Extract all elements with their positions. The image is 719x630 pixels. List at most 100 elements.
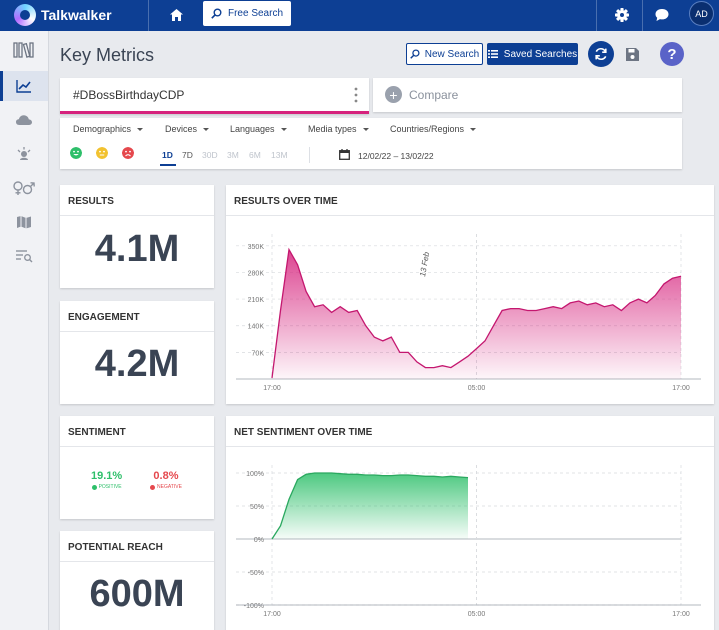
caret-down-icon [280, 127, 287, 131]
sentiment-title: SENTIMENT [68, 427, 126, 438]
series-area [272, 249, 681, 379]
active-range-indicator [160, 164, 176, 166]
gear-icon [615, 8, 629, 22]
positive-percentage: 19.1% [91, 470, 123, 482]
negative-sentiment-stat: 0.8% NEGATIVE [150, 470, 182, 490]
range-1d-button[interactable]: 1D [162, 150, 173, 160]
range-7d-button[interactable]: 7D [182, 150, 193, 160]
net-sentiment-over-time-chart[interactable]: -100% -50% 0% 50% 100% 17:00 05:00 17:00 [226, 416, 714, 630]
filter-panel: Demographics Devices Languages Media typ… [60, 118, 682, 169]
range-6m-button[interactable]: 6M [249, 150, 261, 160]
series-area [272, 473, 468, 539]
y-tick-label: 350K [248, 244, 265, 251]
card-divider [226, 446, 714, 447]
net-sentiment-over-time-card: NET SENTIMENT OVER TIME -100% -50% 0% 50% 10… [226, 416, 714, 630]
positive-dot-icon [91, 484, 97, 490]
home-icon [169, 9, 183, 21]
plus-icon: + [385, 86, 402, 103]
range-3m-button[interactable]: 3M [227, 150, 239, 160]
refresh-icon [595, 47, 607, 61]
sidebar-item-topics[interactable] [0, 105, 48, 135]
series-line [271, 472, 469, 540]
save-button[interactable] [622, 44, 642, 64]
range-13m-button[interactable]: 13M [271, 150, 288, 160]
card-divider [226, 215, 714, 216]
map-icon [17, 216, 31, 229]
results-title: RESULTS [68, 196, 114, 207]
reach-value: 600M [89, 573, 185, 615]
settings-button[interactable] [612, 5, 632, 25]
sidebar-item-demographics[interactable] [0, 173, 48, 203]
countries-regions-dropdown[interactable]: Countries/Regions [390, 124, 477, 134]
sentiment-card: SENTIMENT [60, 416, 214, 519]
search-icon [211, 8, 222, 19]
y-tick-label: 70K [252, 350, 265, 357]
negative-percentage: 0.8% [153, 470, 179, 482]
free-search-label: Free Search [227, 8, 284, 19]
filter-divider [309, 147, 310, 163]
positive-label: POSITIVE [98, 484, 122, 490]
card-divider [60, 561, 214, 562]
search-icon [409, 49, 420, 59]
positive-sentiment-face-icon[interactable] [70, 147, 82, 159]
negative-sentiment-face-icon[interactable] [122, 147, 134, 159]
x-tick-label: 05:00 [468, 385, 486, 392]
results-value: 4.1M [94, 228, 180, 270]
y-tick-label: 0% [254, 537, 264, 544]
range-30d-button[interactable]: 30D [202, 150, 218, 160]
talkwalker-logo-icon [14, 4, 36, 26]
new-search-button[interactable]: New Search [406, 43, 483, 65]
y-tick-label: 140K [248, 324, 265, 331]
text-search-icon [16, 250, 33, 263]
results-over-time-title: RESULTS OVER TIME [234, 196, 338, 207]
free-search-button[interactable]: Free Search [203, 1, 291, 26]
sidebar-item-map[interactable] [0, 207, 48, 237]
page-title: Key Metrics [60, 45, 155, 65]
app-name: Talkwalker [41, 7, 112, 23]
caret-down-icon [203, 127, 210, 131]
y-tick-label: 50% [250, 504, 264, 511]
chart-annotation: 13 Feb [418, 251, 431, 278]
trending-chart-icon [16, 80, 31, 93]
y-tick-label: 210K [248, 297, 265, 304]
results-over-time-chart[interactable]: 70K 140K 210K 280K 350K 17:00 05:00 17:00 13 Feb [226, 185, 714, 404]
caret-down-icon [137, 127, 144, 131]
sidebar-item-influencers[interactable] [0, 139, 48, 169]
net-sentiment-title: NET SENTIMENT OVER TIME [234, 427, 373, 438]
compare-card[interactable]: + Compare [373, 78, 682, 112]
neutral-sentiment-face-icon[interactable] [96, 147, 108, 159]
sidebar-item-themes[interactable] [0, 241, 48, 271]
home-button[interactable] [164, 3, 188, 27]
results-card: RESULTS 4.1M [60, 185, 214, 288]
positive-sentiment-stat: 19.1% POSITIVE [91, 470, 122, 490]
navbar-divider [596, 0, 597, 31]
query-card[interactable]: #DBossBirthdayCDP [60, 78, 369, 114]
navbar-divider [148, 0, 149, 31]
y-tick-label: 280K [248, 270, 265, 277]
refresh-button[interactable] [588, 41, 614, 67]
calendar-icon[interactable] [339, 149, 350, 160]
talkwalker-logo[interactable]: Talkwalker [14, 4, 112, 26]
saved-searches-button[interactable]: Saved Searches [487, 43, 578, 65]
date-range-picker[interactable]: 12/02/22 – 13/02/22 [358, 151, 434, 161]
devices-dropdown[interactable]: Devices [165, 124, 210, 134]
media-types-dropdown[interactable]: Media types [308, 124, 369, 134]
sidebar-item-metrics[interactable] [0, 71, 48, 101]
help-button[interactable]: ? [660, 42, 684, 66]
messages-button[interactable] [652, 5, 672, 25]
demographics-dropdown[interactable]: Demographics [73, 124, 144, 134]
card-divider [60, 215, 214, 216]
navbar-divider [642, 0, 643, 31]
chat-bubble-icon [655, 9, 669, 21]
influencer-icon [17, 147, 31, 160]
x-tick-label: 17:00 [263, 385, 281, 392]
user-avatar[interactable]: AD [689, 1, 714, 26]
engagement-card: ENGAGEMENT 4.2M [60, 301, 214, 404]
languages-dropdown[interactable]: Languages [230, 124, 287, 134]
compare-label: Compare [409, 88, 459, 102]
results-over-time-card: RESULTS OVER TIME 70K 140K 210K 280K 350K 17:… [226, 185, 714, 404]
x-tick-label: 17:00 [672, 611, 690, 618]
negative-dot-icon [150, 484, 155, 490]
sidebar-item-library[interactable] [0, 35, 48, 65]
more-vertical-icon[interactable] [352, 86, 360, 104]
